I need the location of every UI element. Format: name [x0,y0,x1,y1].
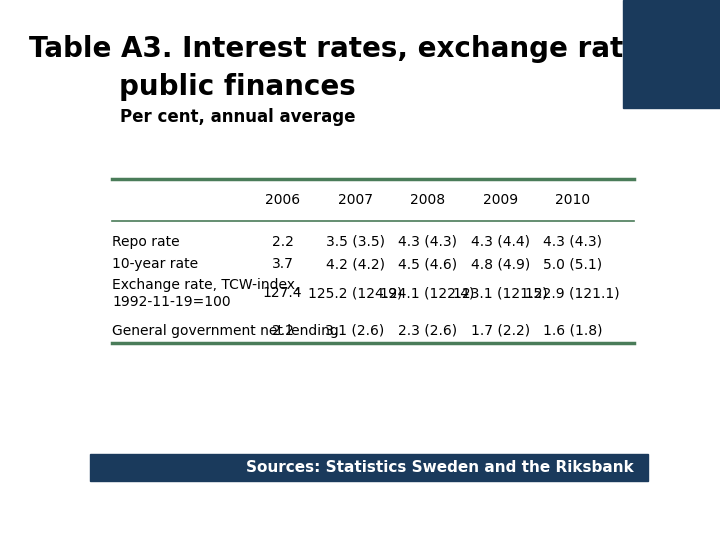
Text: 1.6 (1.8): 1.6 (1.8) [543,324,603,338]
Text: 3.1 (2.6): 3.1 (2.6) [325,324,384,338]
Text: 4.5 (4.6): 4.5 (4.6) [398,258,457,272]
Text: public finances: public finances [120,73,356,101]
Text: Per cent, annual average: Per cent, annual average [120,108,356,126]
Text: General government net lending: General government net lending [112,324,339,338]
Text: Table A3. Interest rates, exchange rates and: Table A3. Interest rates, exchange rates… [29,35,720,63]
Text: 123.1 (121.5): 123.1 (121.5) [453,287,547,300]
Text: 2006: 2006 [265,193,300,207]
Text: 2.3 (2.6): 2.3 (2.6) [398,324,457,338]
Text: 3.7: 3.7 [271,258,294,272]
Text: 2.2: 2.2 [271,234,294,248]
Text: 4.3 (4.3): 4.3 (4.3) [398,234,457,248]
Text: 125.2 (124.9): 125.2 (124.9) [308,287,402,300]
Text: 4.3 (4.3): 4.3 (4.3) [543,234,602,248]
Text: 2007: 2007 [338,193,372,207]
Bar [90,454,648,481]
Text: 2.2: 2.2 [271,324,294,338]
Text: 2008: 2008 [410,193,445,207]
Text: Sources: Statistics Sweden and the Riksbank: Sources: Statistics Sweden and the Riksb… [246,460,634,475]
Text: 2010: 2010 [555,193,590,207]
Text: Exchange rate, TCW-index,
1992-11-19=100: Exchange rate, TCW-index, 1992-11-19=100 [112,279,300,308]
Text: 4.8 (4.9): 4.8 (4.9) [470,258,530,272]
Text: 5.0 (5.1): 5.0 (5.1) [543,258,602,272]
Text: 127.4: 127.4 [263,287,302,300]
Text: 1.7 (2.2): 1.7 (2.2) [471,324,530,338]
Text: Repo rate: Repo rate [112,234,180,248]
Text: 2009: 2009 [482,193,518,207]
Text: 3.5 (3.5): 3.5 (3.5) [325,234,384,248]
Text: 4.2 (4.2): 4.2 (4.2) [325,258,384,272]
Text: 122.9 (121.1): 122.9 (121.1) [526,287,620,300]
Text: 10-year rate: 10-year rate [112,258,199,272]
Text: 124.1 (122.4): 124.1 (122.4) [380,287,474,300]
Text: 4.3 (4.4): 4.3 (4.4) [471,234,530,248]
